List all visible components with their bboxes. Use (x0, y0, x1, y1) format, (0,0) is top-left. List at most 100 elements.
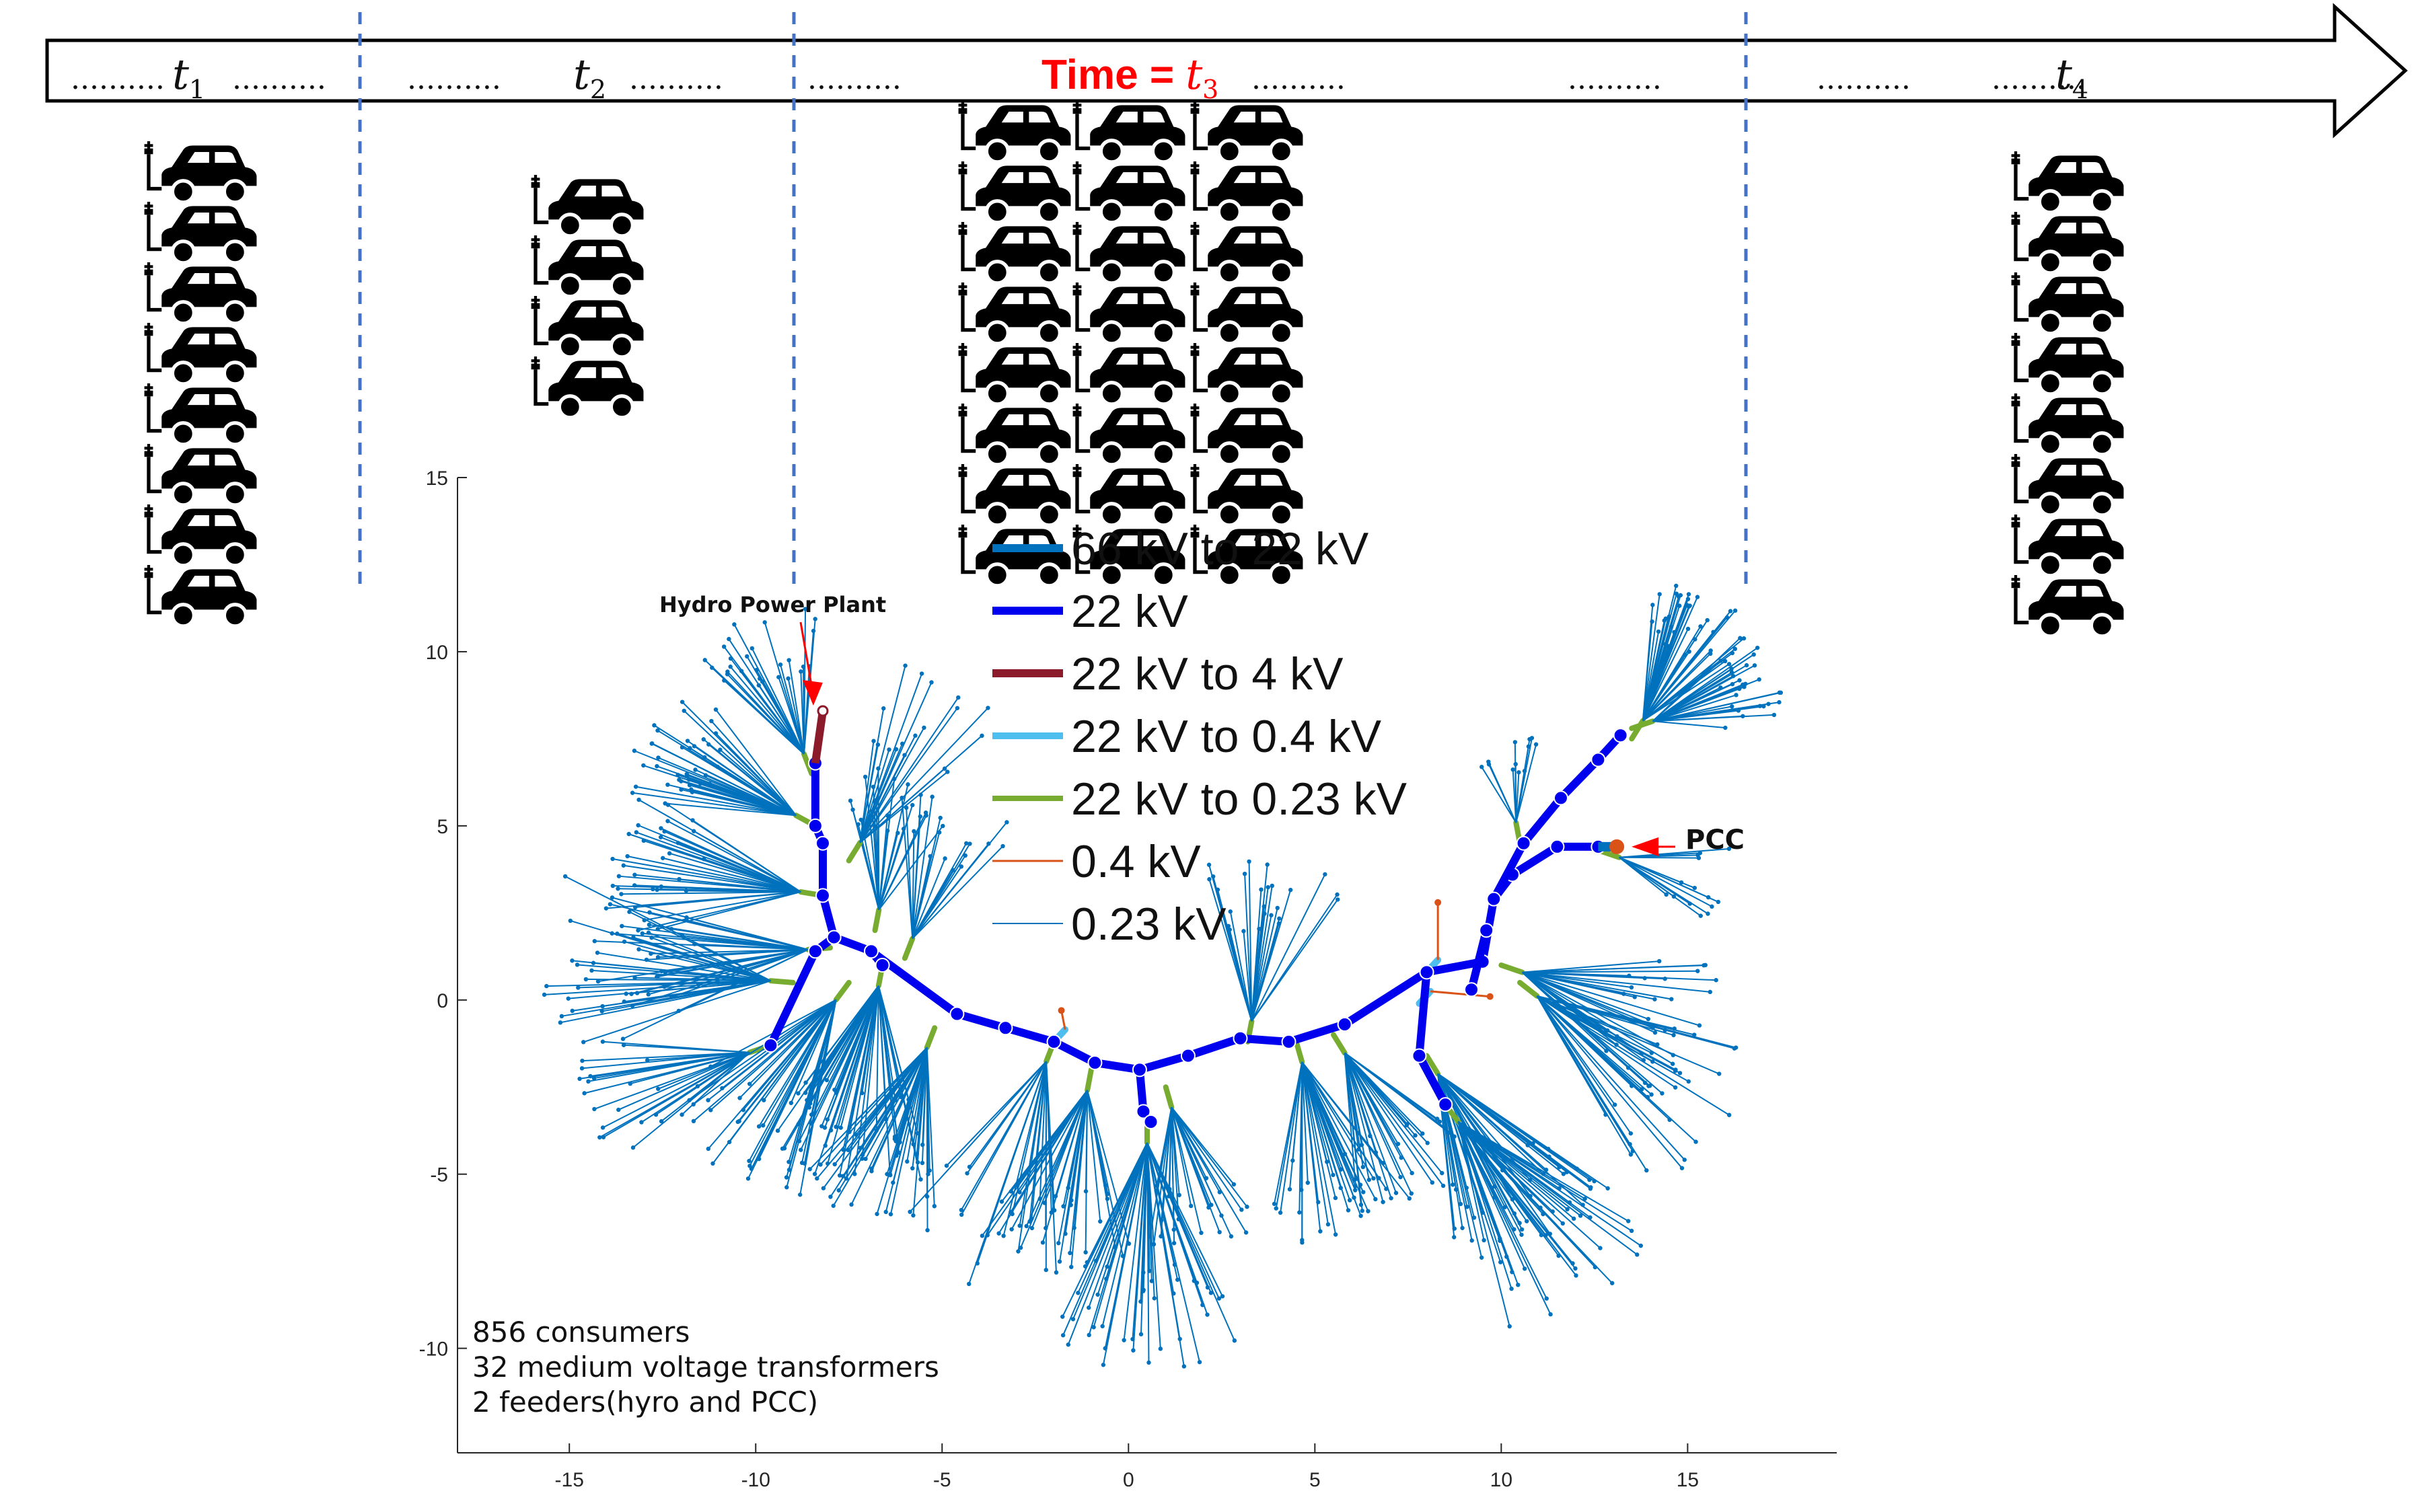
service-line (1251, 889, 1292, 1022)
consumer-point (1729, 667, 1734, 671)
consumer-point (786, 676, 791, 681)
service-line (1095, 1142, 1148, 1261)
legend-item: 22 kV to 4 kV (992, 648, 1344, 700)
consumer-point (986, 706, 990, 710)
consumer-point (1430, 1180, 1435, 1185)
consumer-point (725, 672, 730, 677)
service-line (643, 839, 801, 893)
service-line (630, 1051, 750, 1085)
consumer-point (592, 939, 597, 944)
service-line (1301, 1061, 1387, 1190)
consumer-point (728, 665, 733, 669)
consumer-fan (1344, 1052, 1457, 1213)
consumer-point (787, 1160, 791, 1164)
service-line (1642, 621, 1653, 721)
consumer-point (1130, 1336, 1135, 1342)
consumer-point (1698, 913, 1703, 918)
consumer-point (1737, 678, 1742, 683)
consumer-point (1138, 1332, 1144, 1336)
consumer-point (1716, 1071, 1722, 1076)
consumer-point (941, 823, 945, 829)
consumer-point (1095, 1292, 1100, 1297)
consumer-point (1632, 995, 1637, 999)
consumer-point (836, 1188, 841, 1193)
mv-bus-node (815, 835, 830, 851)
service-line (912, 870, 954, 939)
consumer-point (918, 792, 923, 797)
consumer-point (1347, 1198, 1352, 1203)
consumer-point (1104, 1277, 1109, 1281)
ev-car-icon (1191, 404, 1303, 465)
transformer-segment (1085, 1067, 1094, 1093)
consumer-point (1239, 1207, 1244, 1212)
consumer-point (963, 853, 967, 858)
consumer-point (1009, 1209, 1013, 1215)
service-line (1087, 1090, 1101, 1222)
service-line (1437, 1073, 1591, 1188)
ev-car-icon (1191, 464, 1303, 525)
consumer-point (1708, 989, 1712, 995)
service-line (1522, 970, 1698, 973)
mv-bus-node (1143, 1114, 1159, 1130)
service-line (969, 1061, 1047, 1168)
service-line (1244, 874, 1253, 1022)
service-line (1522, 971, 1635, 998)
service-line (1536, 995, 1683, 1169)
consumer-point (1726, 846, 1732, 852)
service-line (1251, 885, 1273, 1022)
consumer-point (1057, 1259, 1062, 1264)
ev-car-icon (2012, 151, 2124, 213)
ev-car-icon (2012, 212, 2124, 273)
consumer-point (1232, 1338, 1237, 1343)
consumer-point (932, 1204, 937, 1209)
service-line (758, 685, 805, 755)
consumer-point (914, 1152, 919, 1157)
service-line (874, 826, 880, 910)
service-line (582, 1051, 750, 1062)
consumer-point (869, 1166, 874, 1171)
consumer-point (1512, 740, 1518, 745)
service-line (912, 831, 915, 939)
legend-label: 22 kV (1071, 586, 1189, 637)
service-line (1522, 960, 1660, 973)
time-arrow (45, 3, 2408, 139)
consumer-point (1093, 1258, 1099, 1263)
consumer-fan (1148, 1106, 1249, 1247)
service-line (889, 1047, 928, 1176)
consumer-point (1733, 1045, 1739, 1050)
service-line (1301, 1061, 1351, 1201)
dots-2: .......... (232, 62, 326, 96)
consumer-point (722, 678, 727, 683)
consumer-point (1604, 1049, 1609, 1053)
consumer-point (1091, 1325, 1096, 1330)
consumer-point (1359, 1143, 1364, 1147)
service-line (627, 856, 801, 893)
consumer-point (1217, 1230, 1222, 1235)
consumer-point (1042, 1201, 1047, 1205)
service-line (912, 794, 922, 939)
consumer-point (1738, 636, 1743, 640)
consumer-point (1219, 1213, 1224, 1218)
consumer-point (708, 1064, 713, 1069)
service-line (1132, 1143, 1148, 1340)
y-tick-label: -5 (430, 1164, 448, 1186)
service-line (1248, 861, 1253, 1022)
service-line (1457, 1121, 1542, 1236)
network-note: 856 consumers (472, 1316, 690, 1349)
service-line (1457, 1121, 1632, 1232)
service-line (859, 708, 958, 843)
ev-car-icon (959, 161, 1071, 223)
x-tick-label: -10 (741, 1469, 770, 1491)
transformer-segment (1517, 979, 1540, 999)
consumer-point (1766, 702, 1771, 706)
consumer-point (576, 985, 581, 990)
transformer-segment (1424, 1053, 1441, 1077)
service-line (889, 1047, 928, 1215)
consumer-point (1278, 1210, 1283, 1215)
consumer-point (1732, 646, 1737, 651)
consumer-point (1574, 1273, 1578, 1278)
service-line (1344, 1052, 1455, 1137)
consumer-point (1389, 1196, 1393, 1201)
consumer-point (1146, 1360, 1151, 1365)
service-line (819, 1047, 928, 1166)
